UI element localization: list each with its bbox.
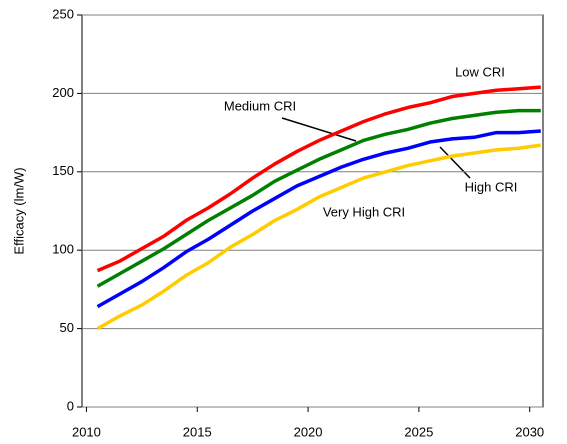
leader-line <box>281 117 357 142</box>
x-tick-label: 2030 <box>515 424 544 439</box>
x-tick-label: 2020 <box>294 424 323 439</box>
series-annotation: Very High CRI <box>323 204 405 219</box>
x-tick-label: 2025 <box>404 424 433 439</box>
series-line <box>96 108 541 288</box>
y-tick-label: 50 <box>60 320 74 335</box>
series-line <box>96 129 541 309</box>
y-tick-label: 200 <box>52 85 74 100</box>
y-tick-label: 150 <box>52 163 74 178</box>
y-axis-label: Efficacy (lm/W) <box>11 167 26 254</box>
x-tick-label: 2015 <box>183 424 212 439</box>
y-tick-label: 0 <box>67 398 74 413</box>
x-tick-label: 2010 <box>72 424 101 439</box>
series-annotation: Medium CRI <box>224 98 296 113</box>
series-annotation: Low CRI <box>455 64 505 79</box>
y-tick-label: 250 <box>52 6 74 21</box>
series-annotation: High CRI <box>465 179 518 194</box>
y-tick-label: 100 <box>52 242 74 257</box>
series-line <box>96 143 542 331</box>
leader-line <box>439 146 471 179</box>
series-line <box>96 85 541 273</box>
